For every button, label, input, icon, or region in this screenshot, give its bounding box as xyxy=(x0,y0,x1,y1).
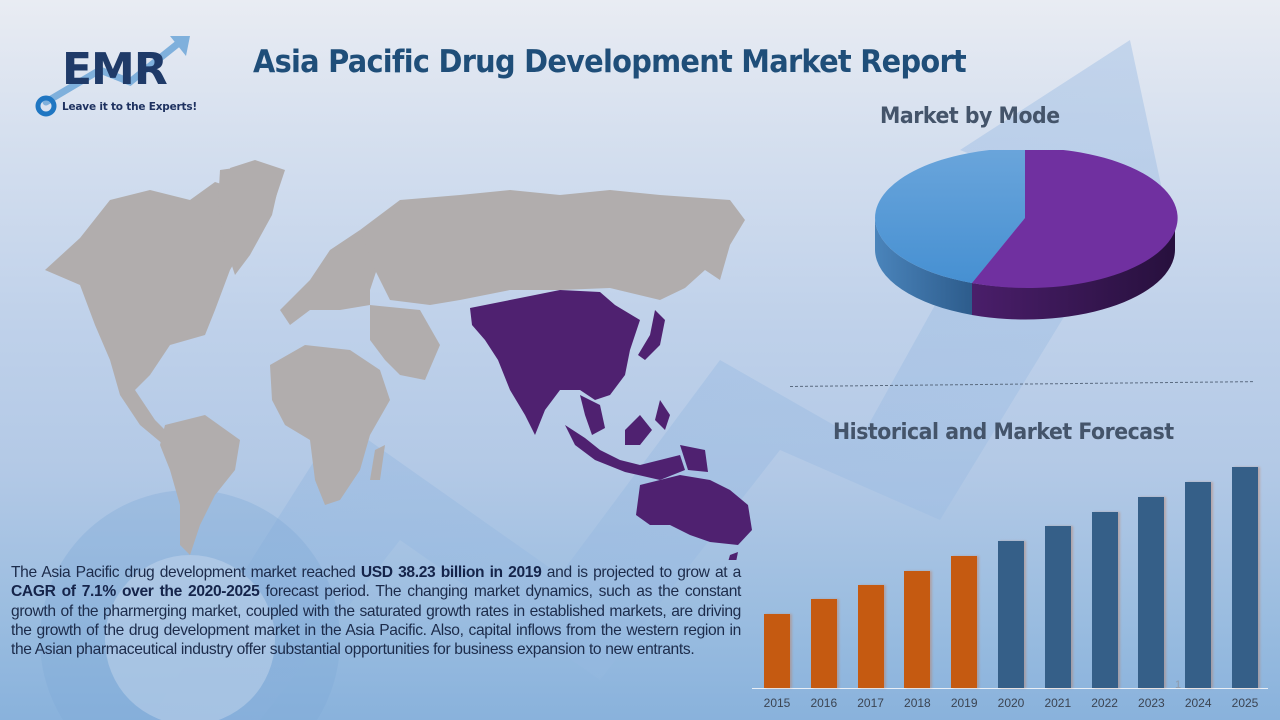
logo-wordmark: EMR xyxy=(62,48,168,92)
pie-segment-a-rest[interactable] xyxy=(875,150,1025,283)
chart-baseline xyxy=(752,688,1268,689)
x-axis-label: 2021 xyxy=(1044,696,1072,710)
logo-tagline: Leave it to the Experts! xyxy=(62,101,197,113)
x-axis-label: 2025 xyxy=(1231,696,1259,710)
section-divider xyxy=(789,381,1253,387)
pie-side-segment-b xyxy=(972,218,1175,320)
bar-2016[interactable] xyxy=(810,599,837,688)
x-axis-label: 2017 xyxy=(857,696,884,710)
description-highlight: USD 38.23 billion in 2019 xyxy=(360,564,542,581)
x-axis-label: 2024 xyxy=(1184,696,1212,710)
bar-2020[interactable] xyxy=(998,541,1024,688)
description-text: and is projected to grow at a xyxy=(541,564,742,581)
bar-2018[interactable] xyxy=(904,571,931,688)
logo-wordmark-text: EMR xyxy=(62,44,168,95)
description-text: The Asia Pacific drug development market… xyxy=(11,564,361,581)
bar-2019[interactable] xyxy=(951,556,978,688)
bar-2023[interactable] xyxy=(1138,497,1165,688)
forecast-chart-title: Historical and Market Forecast xyxy=(833,420,1174,445)
bar-2017[interactable] xyxy=(857,585,884,688)
world-map-land xyxy=(45,160,745,555)
x-axis-label: 2018 xyxy=(904,696,931,710)
pie-side-segment-a xyxy=(875,218,972,315)
market-by-mode-title: Market by Mode xyxy=(880,104,1060,129)
bar-2024[interactable] xyxy=(1185,482,1212,688)
pie-segment-b[interactable] xyxy=(972,150,1178,288)
market-description-paragraph: The Asia Pacific drug development market… xyxy=(11,563,741,659)
bar-2021[interactable] xyxy=(1044,526,1071,688)
x-axis-label: 2015 xyxy=(763,696,791,710)
x-axis-label: 2016 xyxy=(810,696,838,710)
growth-arrow-icon xyxy=(35,36,190,117)
page-number: 1 xyxy=(1175,679,1182,691)
bar-2015[interactable] xyxy=(764,614,790,688)
asia-pacific-highlight[interactable] xyxy=(470,290,752,560)
x-axis-label: 2020 xyxy=(997,696,1025,710)
description-text: forecast period. The changing market dyn… xyxy=(11,583,742,659)
historical-forecast-bar-chart[interactable]: 2015 2016 2017 2018 2019 2020 2021 2022 2023 2024… xyxy=(752,455,1268,720)
emr-logo[interactable] xyxy=(30,28,200,124)
x-axis-label: 2022 xyxy=(1091,696,1118,710)
page-title: Asia Pacific Drug Development Market Rep… xyxy=(253,44,967,80)
x-axis-label: 2023 xyxy=(1138,696,1165,710)
bar-2022[interactable] xyxy=(1091,512,1118,688)
market-by-mode-pie-chart[interactable] xyxy=(872,150,1178,330)
x-axis-label: 2019 xyxy=(950,696,978,710)
bar-2025[interactable] xyxy=(1232,467,1258,688)
world-map xyxy=(45,160,752,560)
description-highlight: CAGR of 7.1% over the 2020-2025 xyxy=(11,583,260,601)
